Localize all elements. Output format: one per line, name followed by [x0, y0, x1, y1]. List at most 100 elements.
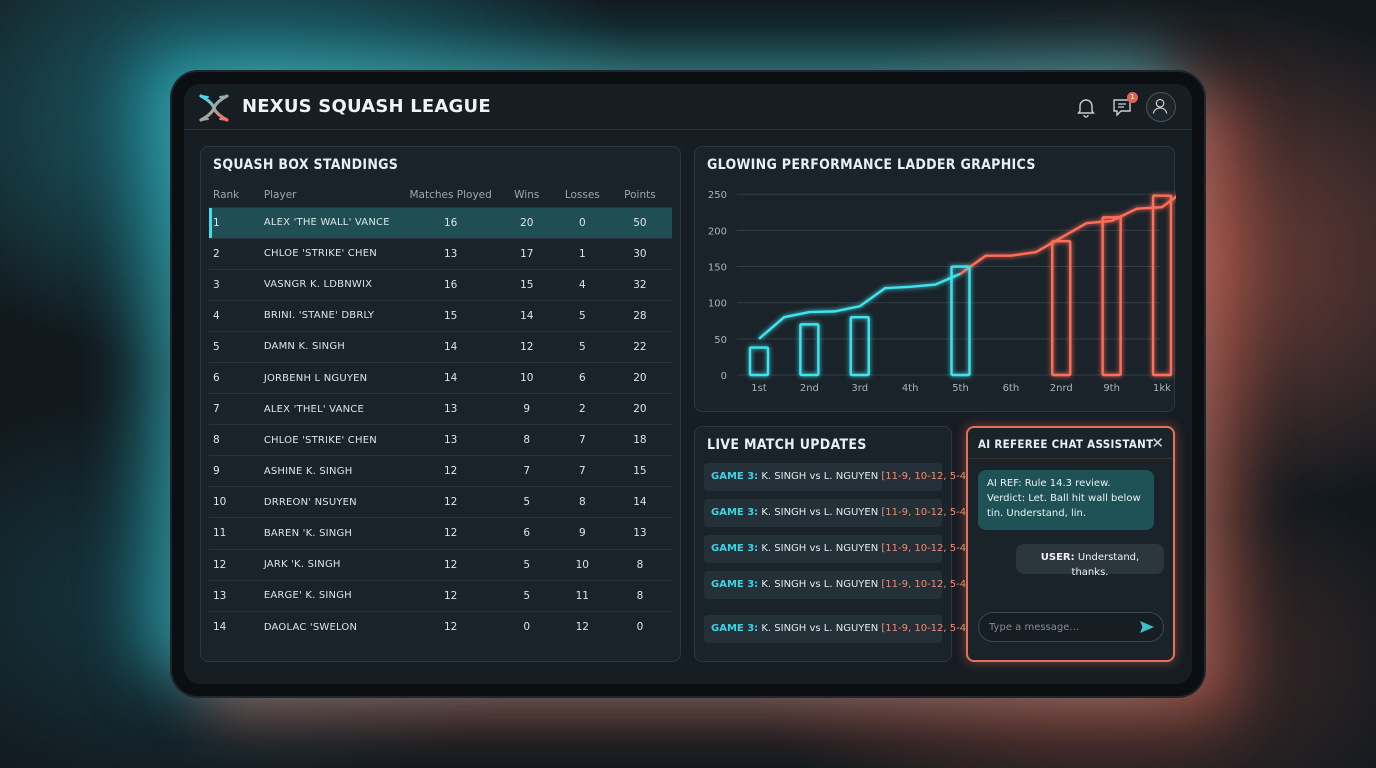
losses-cell: 8 — [556, 486, 608, 518]
losses-cell: 11 — [556, 579, 608, 612]
chat-message-input[interactable] — [978, 612, 1164, 642]
ladder-line-coral — [959, 195, 1176, 275]
match-score: [11-9, 10-12, 5-4] — [881, 507, 970, 518]
match-update-item[interactable]: GAME 3: K. SINGH vs L. NGUYEN [11-9, 10-… — [704, 463, 970, 491]
points-cell: 20 — [607, 361, 672, 394]
table-row[interactable]: 5 DAMN K. SINGH 14 12 5 22 — [209, 330, 672, 363]
table-row[interactable]: 8 CHLOE 'STRIKE' CHEN 13 8 7 18 — [209, 424, 672, 456]
x-tick-label: 6th — [1003, 383, 1020, 394]
player-cell: DRREON' NSUYEN — [259, 486, 405, 518]
losses-cell: 7 — [556, 455, 608, 487]
table-row[interactable]: 1 ALEX 'THE WALL' VANCE 16 20 0 50 — [209, 206, 672, 239]
x-tick-label: 2nrd — [1050, 383, 1073, 394]
matches-cell: 15 — [404, 299, 497, 332]
match-game-label: GAME 3: — [711, 507, 759, 518]
table-row[interactable]: 13 EARGE' K. SINGH 12 5 11 8 — [209, 579, 672, 612]
match-score: [11-9, 10-12, 5-4] — [881, 471, 970, 482]
losses-cell: 4 — [556, 268, 608, 301]
standings-title: SQUASH BOX STANDINGS — [213, 157, 399, 173]
wins-cell: 17 — [496, 237, 557, 270]
col-matches[interactable]: Matches Ployed — [409, 188, 492, 201]
table-row[interactable]: 9 ASHINE K. SINGH 12 7 7 15 — [209, 455, 672, 487]
player-cell: JARK 'K. SINGH — [259, 548, 405, 581]
player-cell: VASNGR K. LDBNWIX — [259, 268, 405, 301]
table-row[interactable]: 3 VASNGR K. LDBNWIX 16 15 4 32 — [209, 268, 672, 301]
wins-cell: 10 — [496, 361, 557, 394]
y-tick-label: 200 — [708, 226, 727, 237]
rank-cell: 6 — [209, 361, 260, 394]
app-screen: NEXUS SQUASH LEAGUE 1 SQUASH BOX STAND — [184, 84, 1192, 684]
wins-cell: 0 — [496, 610, 557, 643]
match-update-item[interactable]: GAME 3: K. SINGH vs L. NGUYEN [11-9, 10-… — [704, 499, 970, 527]
live-title: LIVE MATCH UPDATES — [707, 437, 867, 453]
table-row[interactable]: 2 CHLOE 'STRIKE' CHEN 13 17 1 30 — [209, 237, 672, 270]
matches-cell: 13 — [404, 424, 497, 456]
table-row[interactable]: 4 BRINI. 'STANE' DBRLY 15 14 5 28 — [209, 299, 672, 332]
table-row[interactable]: 11 BAREN 'K. SINGH 12 6 9 13 — [209, 517, 672, 550]
player-cell: DAMN K. SINGH — [259, 330, 405, 363]
rank-cell: 12 — [209, 548, 260, 581]
matches-cell: 12 — [404, 486, 497, 518]
live-updates-panel: LIVE MATCH UPDATES GAME 3: K. SINGH vs L… — [694, 426, 970, 662]
losses-cell: 9 — [556, 517, 608, 550]
losses-cell: 5 — [556, 299, 608, 332]
points-cell: 15 — [607, 455, 672, 487]
wins-cell: 5 — [496, 579, 557, 612]
losses-cell: 2 — [556, 393, 608, 425]
points-cell: 0 — [607, 610, 672, 643]
referee-chat-panel: AI REFEREE CHAT ASSISTANT ✕ AI REF: Rule… — [966, 426, 1175, 662]
ladder-bar — [950, 265, 971, 377]
points-cell: 28 — [607, 299, 672, 332]
points-cell: 13 — [607, 517, 672, 550]
wins-cell: 9 — [496, 393, 557, 425]
match-players: K. SINGH vs L. NGUYEN — [761, 471, 879, 482]
matches-cell: 16 — [404, 206, 497, 239]
table-row[interactable]: 10 DRREON' NSUYEN 12 5 8 14 — [209, 486, 672, 518]
table-row[interactable]: 6 JORBENH L NGUYEN 14 10 6 20 — [209, 361, 672, 394]
user-avatar[interactable] — [1146, 92, 1176, 122]
rank-cell: 1 — [209, 206, 260, 239]
ladder-bar — [1051, 240, 1072, 377]
x-tick-label: 1st — [751, 383, 767, 394]
col-points[interactable]: Points — [624, 188, 656, 201]
match-update-item[interactable]: GAME 3: K. SINGH vs L. NGUYEN [11-9, 10-… — [704, 571, 970, 599]
messages-button[interactable]: 1 — [1110, 92, 1138, 119]
losses-cell: 1 — [556, 237, 608, 270]
table-row[interactable]: 12 JARK 'K. SINGH 12 5 10 8 — [209, 548, 672, 581]
points-cell: 20 — [607, 393, 672, 425]
matches-cell: 14 — [404, 330, 497, 363]
match-players: K. SINGH vs L. NGUYEN — [761, 579, 879, 590]
x-tick-label: 9th — [1103, 383, 1120, 394]
points-cell: 50 — [607, 206, 672, 239]
x-tick-label: 2nd — [800, 383, 819, 394]
rank-cell: 8 — [209, 424, 260, 456]
standings-panel: SQUASH BOX STANDINGS Rank Player Matches… — [200, 146, 681, 662]
player-cell: ASHINE K. SINGH — [259, 455, 405, 487]
col-player[interactable]: Player — [263, 188, 297, 201]
points-cell: 32 — [607, 268, 672, 301]
match-update-item[interactable]: GAME 3: K. SINGH vs L. NGUYEN [11-9, 10-… — [704, 535, 970, 563]
col-wins[interactable]: Wins — [514, 188, 540, 201]
table-row[interactable]: 14 DAOLAC 'SWELON 12 0 12 0 — [209, 610, 672, 643]
points-cell: 18 — [607, 424, 672, 456]
x-tick-label: 3rd — [851, 383, 868, 394]
close-icon[interactable]: ✕ — [1151, 434, 1164, 452]
match-update-item[interactable]: GAME 3: K. SINGH vs L. NGUYEN [11-9, 10-… — [704, 615, 970, 643]
y-tick-label: 0 — [721, 371, 727, 382]
match-game-label: GAME 3: — [711, 543, 759, 554]
matches-cell: 16 — [404, 268, 497, 301]
losses-cell: 6 — [556, 361, 608, 394]
bell-icon[interactable] — [1074, 95, 1098, 119]
ladder-bar — [748, 346, 770, 377]
rank-cell: 7 — [209, 393, 260, 425]
user-label: USER: — [1040, 552, 1075, 563]
col-losses[interactable]: Losses — [564, 188, 600, 201]
wins-cell: 12 — [496, 330, 557, 363]
table-row[interactable]: 7 ALEX 'THEL' VANCE 13 9 2 20 — [209, 393, 672, 425]
col-rank[interactable]: Rank — [213, 188, 240, 201]
send-icon[interactable] — [1138, 618, 1156, 636]
match-game-label: GAME 3: — [711, 471, 759, 482]
wins-cell: 5 — [496, 548, 557, 581]
ai-message-text: Rule 14.3 review. Verdict: Let. Ball hit… — [987, 478, 1141, 519]
league-logo-icon — [199, 94, 229, 122]
